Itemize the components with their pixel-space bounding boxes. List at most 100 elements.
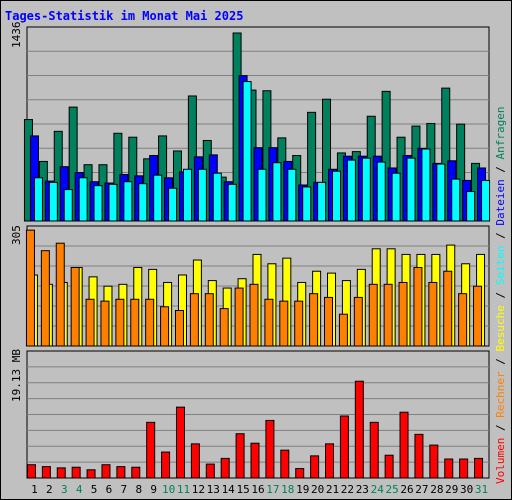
bar-seiten-day-2 [48,181,58,222]
bar-rechner-day-3 [55,242,65,347]
bar-volumen-day-9 [146,421,156,479]
bar-volumen-day-31 [474,457,484,479]
bar-rechner-day-25 [383,283,393,347]
x-label-day-16: 16 [251,483,264,496]
bar-anfragen-day-25 [381,90,391,222]
bar-anfragen-day-21 [322,98,332,222]
bar-seiten-day-8 [138,183,148,222]
bar-seiten-day-30 [466,191,476,222]
x-label-day-23: 23 [356,483,369,496]
x-label-day-20: 20 [311,483,324,496]
x-label-day-22: 22 [341,483,354,496]
bar-seiten-day-12 [197,168,207,222]
legend-part-6: Seiten [494,246,507,286]
bar-volumen-day-29 [444,458,454,479]
bar-volumen-day-19 [295,468,305,479]
right-legend: Volumen / Rechner / Besuche / Seiten / D… [494,106,507,484]
legend-part-7: / [494,226,507,246]
x-label-day-10: 10 [162,483,175,496]
bar-seiten-day-13 [212,172,222,222]
bar-seiten-day-3 [63,189,73,222]
bar-volumen-day-13 [205,463,215,479]
bar-volumen-day-14 [220,457,230,479]
bar-seiten-day-4 [78,177,88,222]
panel-visits-sites [25,225,490,347]
bar-seiten-day-24 [376,161,386,222]
bar-rechner-day-8 [130,298,140,347]
bar-volumen-day-21 [325,443,335,479]
x-label-day-12: 12 [192,483,205,496]
bar-volumen-day-17 [265,419,275,479]
bar-seiten-day-1 [33,177,43,222]
bar-seiten-day-28 [436,163,446,222]
bar-rechner-day-4 [70,267,80,347]
x-label-day-27: 27 [415,483,428,496]
bar-rechner-day-21 [324,296,334,347]
x-label-day-18: 18 [281,483,294,496]
bar-rechner-day-7 [115,298,125,347]
bar-volumen-day-3 [56,467,66,479]
x-label-day-1: 1 [31,483,38,496]
bar-volumen-day-6 [101,464,111,479]
bar-anfragen-day-30 [456,123,466,222]
x-label-day-26: 26 [400,483,413,496]
x-axis-day-labels: 1 2 3 4 5 6 7 8 9 10 11 12 13 14 15 16 17 18 19 20 21 22 23 24 2… [31,483,488,496]
panel-requests-files-pages [23,26,491,222]
bar-volumen-day-22 [339,415,349,479]
bar-seiten-day-29 [451,178,461,222]
x-label-day-6: 6 [106,483,113,496]
bar-seiten-day-23 [361,157,371,222]
y-max-label-volume: 19.13 MB [10,349,23,402]
bar-rechner-day-13 [204,293,214,347]
legend-part-9: / [494,159,507,179]
bar-anfragen-day-20 [307,111,317,222]
bar-volumen-day-7 [116,466,126,479]
bar-rechner-day-28 [428,281,438,347]
bar-seiten-day-6 [108,183,118,222]
bar-rechner-day-6 [100,300,110,347]
bar-rechner-day-5 [85,298,95,347]
bar-seiten-day-31 [481,179,491,222]
bar-volumen-day-20 [310,455,320,479]
x-label-day-25: 25 [386,483,399,496]
bar-volumen-day-10 [161,451,171,479]
bar-rechner-day-20 [309,293,319,347]
legend-part-0: Volumen [494,438,507,484]
y-max-label-visits: 305 [10,225,23,245]
bar-seiten-day-9 [153,174,163,222]
bar-rechner-day-14 [219,308,229,347]
bar-rechner-day-30 [458,293,468,347]
legend-part-4: Besuche [494,305,507,351]
x-label-day-28: 28 [430,483,443,496]
bar-volumen-day-1 [26,464,36,479]
bar-seiten-day-15 [242,81,252,222]
bar-rechner-day-12 [189,293,199,347]
x-label-day-24: 24 [371,483,385,496]
bar-rechner-day-2 [40,250,50,347]
x-label-day-9: 9 [150,483,157,496]
bar-rechner-day-23 [353,296,363,347]
bar-volumen-day-25 [384,454,394,479]
bar-seiten-day-14 [227,183,237,222]
bar-volumen-day-30 [459,458,469,479]
bar-rechner-day-26 [398,281,408,347]
bar-rechner-day-18 [279,300,289,347]
bar-rechner-day-11 [174,309,184,347]
bar-rechner-day-1 [25,229,35,347]
bar-volumen-day-16 [250,442,260,479]
bar-volumen-day-28 [429,444,439,479]
x-label-day-8: 8 [135,483,142,496]
bar-seiten-day-26 [406,157,416,222]
x-label-day-2: 2 [46,483,53,496]
x-label-day-13: 13 [207,483,220,496]
legend-part-5: / [494,285,507,305]
bar-seiten-day-25 [391,172,401,222]
bar-volumen-day-27 [414,433,424,479]
bar-rechner-day-17 [264,298,274,347]
x-label-day-7: 7 [121,483,128,496]
bar-rechner-day-15 [234,287,244,347]
x-label-day-29: 29 [445,483,458,496]
panel-volume [26,350,490,479]
bar-anfragen-day-4 [68,106,78,222]
